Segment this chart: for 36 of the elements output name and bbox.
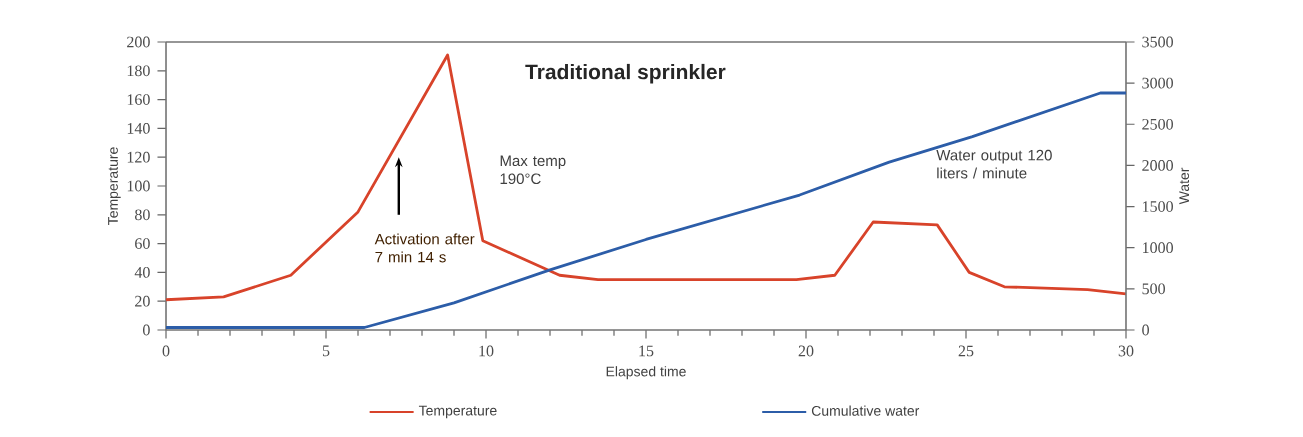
x-axis-title: Elapsed time (606, 366, 686, 380)
annotation: Water output 120 liters / minute (936, 149, 1052, 179)
annotation: Activation after 7 min 14 s (374, 233, 475, 263)
y-tick-label: 20 (135, 295, 150, 307)
annotation: Max temp 190°C (500, 155, 566, 185)
legend-label: Cumulative water (811, 405, 920, 416)
y2-tick-label: 0 (1142, 324, 1149, 336)
y2-tick-label: 3000 (1142, 77, 1173, 89)
y-tick-label: 60 (135, 238, 150, 249)
x-tick-label: 30 (1118, 345, 1134, 357)
y-axis-title: Temperature (108, 147, 121, 225)
text: Traditional sprinkler (525, 63, 726, 84)
y2-tick-label: 1500 (1143, 201, 1173, 212)
y2-tick-label: 1000 (1143, 242, 1173, 254)
y-tick-label: 120 (127, 151, 150, 163)
y-tick-label: 80 (135, 209, 150, 221)
x-tick-label: 20 (798, 345, 814, 357)
x-tick-label: 5 (322, 345, 330, 357)
y-tick-label: 140 (127, 123, 150, 134)
y2-tick-label: 3500 (1142, 36, 1173, 48)
y2-tick-label: 2000 (1142, 160, 1173, 171)
y2-tick-label: 500 (1142, 283, 1165, 295)
x-tick-label: 25 (958, 345, 974, 357)
x-tick-label: 15 (639, 345, 654, 357)
x-tick-label: 0 (162, 345, 170, 357)
y2-axis-title: Water (1179, 167, 1190, 205)
line-series (166, 53, 1126, 302)
y2-tick-label: 2500 (1142, 118, 1173, 130)
y-tick-label: 160 (127, 94, 150, 105)
y-tick-label: 0 (143, 324, 150, 336)
y-tick-label: 100 (127, 180, 150, 192)
legend-label: Temperature (418, 405, 497, 419)
y-tick-label: 40 (134, 266, 150, 278)
y-tick-label: 200 (127, 36, 150, 48)
x-tick-label: 10 (479, 345, 494, 357)
y-tick-label: 180 (127, 65, 150, 77)
